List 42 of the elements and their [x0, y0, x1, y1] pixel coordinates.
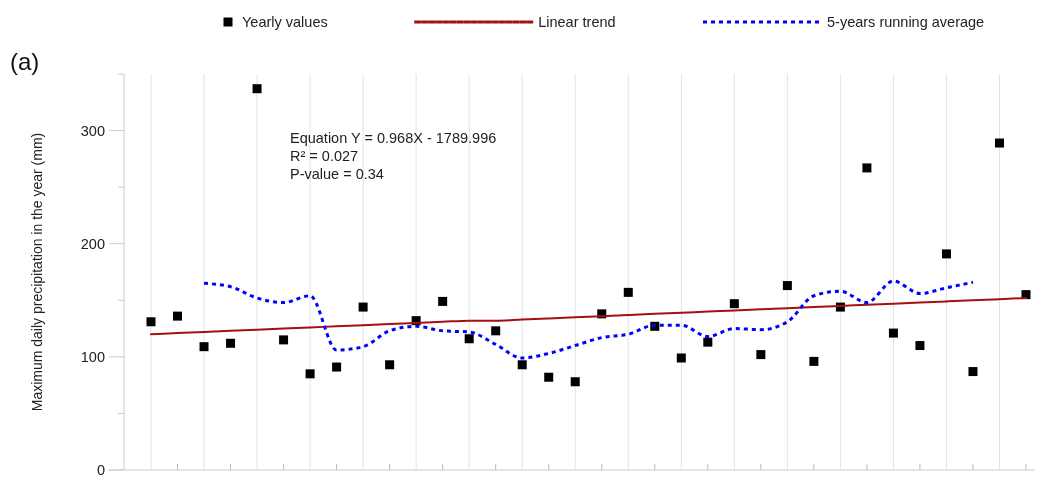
point [756, 350, 766, 360]
line-series [202, 279, 975, 360]
point [888, 328, 898, 338]
point [941, 249, 951, 259]
y-tick-label: 300 [80, 122, 105, 139]
point [809, 356, 819, 366]
point [146, 317, 156, 327]
legend-label: Yearly values [242, 14, 328, 30]
point [491, 326, 501, 336]
point [994, 138, 1004, 148]
point [199, 342, 209, 352]
point [332, 362, 342, 372]
annotation: R² = 0.027 [290, 148, 359, 164]
point [438, 296, 448, 306]
point [544, 372, 554, 382]
point [464, 334, 474, 344]
point [968, 367, 978, 377]
point [173, 311, 183, 321]
point [358, 302, 368, 312]
point [385, 360, 395, 370]
point [279, 335, 289, 345]
point [623, 287, 633, 297]
point [915, 341, 925, 351]
legend-label: Linear trend [538, 14, 616, 30]
point [305, 369, 315, 379]
point [676, 353, 686, 363]
point [226, 338, 236, 348]
annotation: P-value = 0.34 [290, 166, 384, 182]
point [862, 163, 872, 173]
y-axis-title: Maximum daily precipitation in the year (mm) [29, 132, 45, 412]
annotation: Equation Y = 0.968X - 1789.996 [290, 130, 497, 146]
point [729, 299, 739, 309]
text: (a) [10, 48, 40, 75]
y-tick-label: 200 [80, 235, 105, 252]
point [782, 281, 792, 291]
point [252, 84, 262, 94]
point [570, 377, 580, 387]
point [703, 337, 713, 347]
y-tick-label: 0 [96, 462, 105, 478]
legend-label: 5-years running average [827, 14, 985, 30]
point [517, 360, 527, 370]
y-tick-label: 100 [80, 348, 105, 365]
